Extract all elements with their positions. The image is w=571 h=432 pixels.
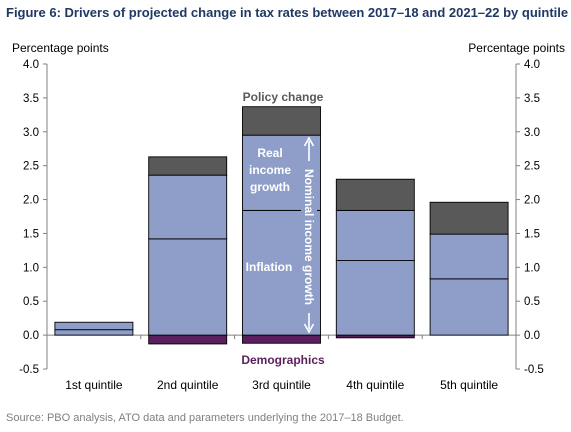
annotation-policy-change: Policy change: [243, 90, 324, 104]
y-tick-label-left: 4.0: [23, 59, 39, 71]
y-tick-label-left: 1.0: [23, 262, 39, 274]
bar-segment-real-income-growth: [429, 233, 509, 280]
y-tick-label-left: 1.5: [23, 228, 39, 240]
x-tick-label: 4th quintile: [346, 378, 404, 392]
y-tick-label-left: 0.0: [23, 330, 39, 342]
bar-segment-policy-change: [335, 178, 415, 211]
bar-segment-policy-change: [429, 201, 509, 235]
annotation-real-line2: income: [249, 163, 291, 177]
bar-segment-inflation: [429, 278, 509, 336]
chart-title: Figure 6: Drivers of projected change in…: [6, 5, 568, 20]
annotation-nominal-income-growth: Nominal income growth: [302, 169, 316, 305]
bar-segment-inflation: [148, 238, 228, 336]
source-note: Source: PBO analysis, ATO data and param…: [6, 412, 404, 424]
bar-segment-inflation: [54, 329, 134, 336]
x-tick-label: 3rd quintile: [252, 378, 311, 392]
y-tick-label-right: 3.5: [524, 93, 540, 105]
x-tick-label: 1st quintile: [65, 378, 123, 392]
y-tick-label-left: 2.0: [23, 195, 39, 207]
y-axis-label-right: Percentage points: [468, 41, 565, 55]
bar-segment-inflation: [335, 260, 415, 336]
y-tick-label-left: -0.5: [19, 364, 39, 376]
y-tick-label-right: 3.0: [524, 127, 540, 139]
bar-segment-demographics: [148, 334, 228, 345]
annotation-real-line3: growth: [250, 180, 290, 194]
bar-segment-real-income-growth: [54, 321, 134, 331]
x-tick-label: 5th quintile: [440, 378, 498, 392]
bar-segment-demographics: [242, 334, 321, 344]
y-tick-label-left: 2.5: [23, 161, 39, 173]
annotation-inflation: Inflation: [246, 260, 293, 274]
y-tick-label-right: 0.0: [524, 330, 540, 342]
annotations: Policy change Real income growth Inflati…: [241, 90, 325, 367]
y-tick-label-right: 4.0: [524, 59, 540, 71]
y-tick-label-left: 3.0: [23, 127, 39, 139]
y-axis-label-left: Percentage points: [12, 41, 109, 55]
y-tick-label-right: 2.5: [524, 161, 540, 173]
y-tick-label-left: 0.5: [23, 296, 39, 308]
annotation-demographics: Demographics: [241, 353, 325, 367]
bar-segment-real-income-growth: [335, 209, 415, 262]
y-tick-label-right: 2.0: [524, 195, 540, 207]
y-tick-label-right: 1.0: [524, 262, 540, 274]
y-tick-label-right: -0.5: [524, 364, 544, 376]
bar-segment-policy-change: [242, 106, 321, 136]
category-labels: 1st quintile 2nd quintile 3rd quintile 4th …: [65, 378, 498, 392]
x-tick-label: 2nd quintile: [157, 378, 219, 392]
bars: [54, 106, 509, 345]
y-tick-label-left: 3.5: [23, 93, 39, 105]
y-tick-label-right: 0.5: [524, 296, 540, 308]
annotation-real-line1: Real: [257, 146, 282, 160]
bar-segment-real-income-growth: [148, 174, 228, 240]
axes: -0.5 -0.5 0.0 0.0 0.5 0.5 1.0 1.0 1.5 1.5 2.0 2.0 2.…: [19, 59, 544, 376]
y-tick-label-right: 1.5: [524, 228, 540, 240]
bar-segment-policy-change: [148, 156, 228, 176]
